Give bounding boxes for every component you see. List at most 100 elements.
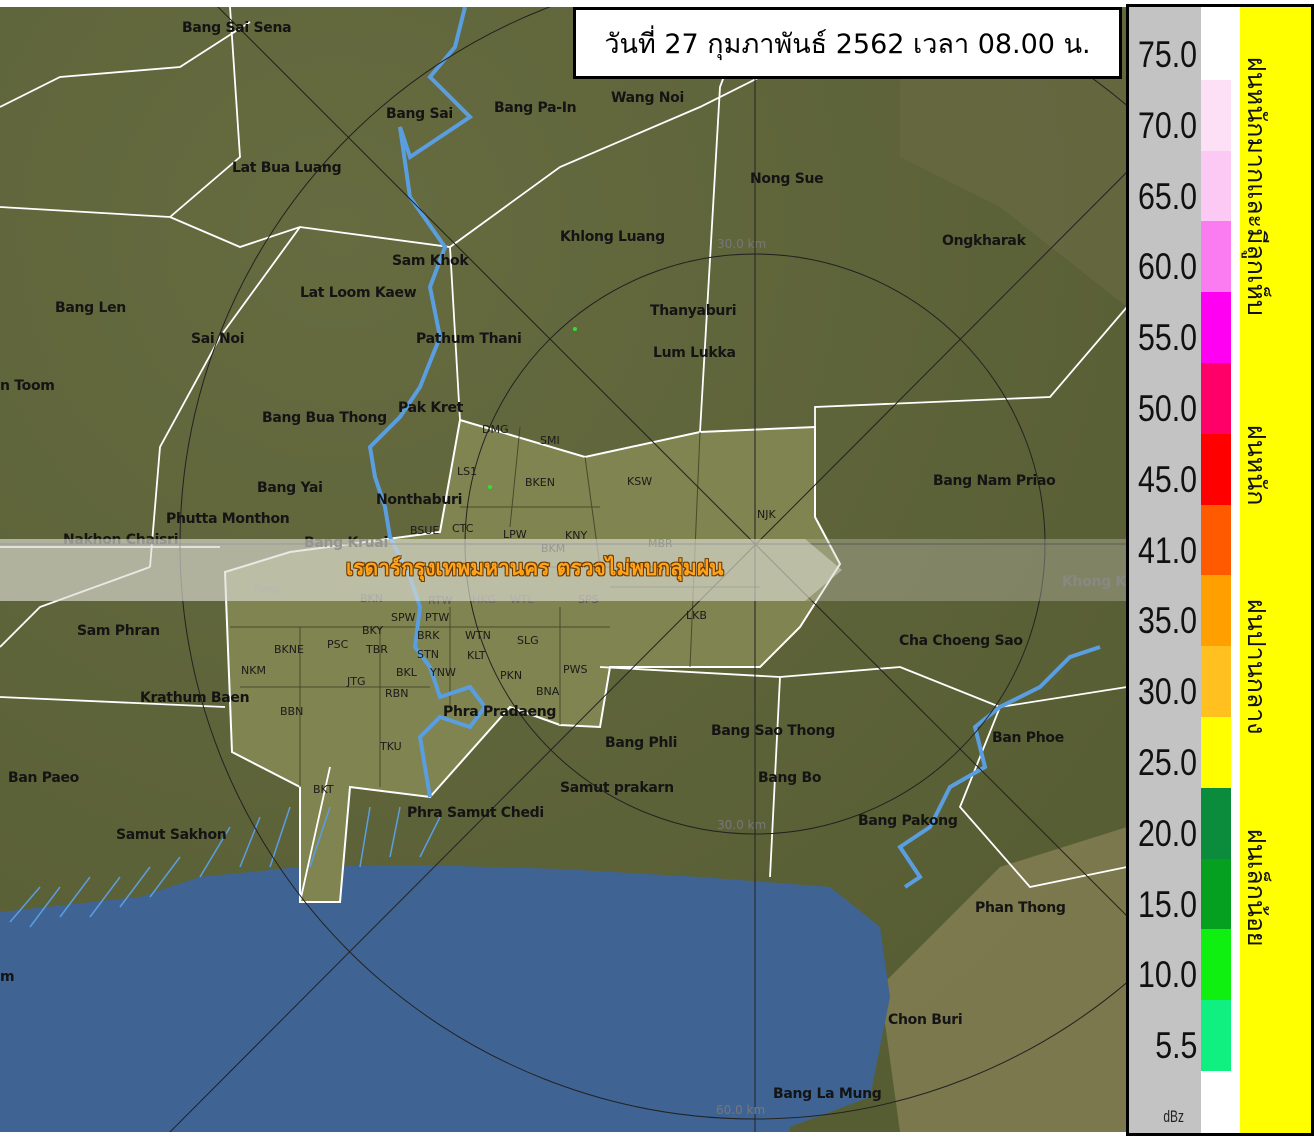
district-code: RTW <box>428 594 453 607</box>
district-code: KSW <box>627 475 653 488</box>
district-code: SPS <box>578 593 599 606</box>
place-label: Lat Bua Luang <box>232 160 342 176</box>
datetime-text: วันที่ 27 กุมภาพันธ์ 2562 เวลา 08.00 น. <box>604 28 1091 60</box>
datetime-header: วันที่ 27 กุมภาพันธ์ 2562 เวลา 08.00 น. <box>573 7 1122 79</box>
legend-color-strip <box>1201 7 1231 1133</box>
place-label: Phra Pradaeng <box>443 704 557 720</box>
district-code: BKL <box>396 666 417 679</box>
place-label: Ban Paeo <box>8 770 80 786</box>
legend-color-10 <box>1201 717 1231 789</box>
place-label: Sai Noi <box>191 331 245 347</box>
legend-color-6 <box>1201 433 1231 506</box>
place-label: Bang Yai <box>257 480 323 496</box>
district-code: MBR <box>648 537 673 550</box>
place-label: Bang Phli <box>605 735 678 751</box>
place-label: Wang Noi <box>611 90 684 106</box>
district-code: KNY <box>565 529 588 542</box>
district-code: HKG <box>472 593 497 606</box>
radar-echo <box>488 485 492 489</box>
place-label: Bang Pa-In <box>494 100 577 116</box>
place-label: Samut prakarn <box>560 780 674 796</box>
place-label: m <box>0 969 15 985</box>
sea <box>0 865 890 1132</box>
legend-values: 75.0 70.0 65.0 60.0 55.0 50.0 45.0 41.0 35.0 30.0… <box>1129 7 1201 1133</box>
legend-color-3 <box>1201 221 1231 293</box>
district-code: DMG <box>482 423 509 436</box>
legend-color-9 <box>1201 646 1231 718</box>
place-label: Bang Bo <box>758 770 822 786</box>
place-label: Bang Sai <box>386 106 453 122</box>
place-label: Khlong Luang <box>560 229 665 245</box>
place-label: n Toom <box>0 378 55 394</box>
place-label: Bang La Mung <box>773 1086 882 1102</box>
district-code: BKT <box>313 783 334 796</box>
place-label: Cha Choeng Sao <box>899 633 1023 649</box>
district-code: TKU <box>380 740 402 753</box>
category-moderate: ฝนปานกลาง <box>1242 599 1271 735</box>
place-label: Nakhon Chaisri <box>63 532 179 548</box>
district-code: BNA <box>536 685 560 698</box>
range-label-60km: 60.0 km <box>716 1103 766 1117</box>
place-label: Nong Sue <box>750 171 824 187</box>
legend-color-7 <box>1201 504 1231 576</box>
district-code: TWW <box>252 584 281 597</box>
category-heavy: ฝนหนัก <box>1242 425 1271 506</box>
district-code: BBN <box>280 705 304 718</box>
district-code: BKY <box>362 624 384 637</box>
place-label: Ban Phoe <box>992 730 1064 746</box>
range-rings <box>0 7 1127 1132</box>
province-borders <box>0 7 1127 903</box>
place-label: Pathum Thani <box>416 331 522 347</box>
district-code: BKN <box>360 592 383 605</box>
legend-value: 20.0 <box>1137 812 1197 854</box>
place-label: Samut Sakhon <box>116 827 227 843</box>
place-label: Khong K <box>1062 574 1127 590</box>
place-label: Sam Phran <box>77 623 160 639</box>
legend-value: 70.0 <box>1137 104 1197 146</box>
district-code: PTW <box>425 611 450 624</box>
district-code: WTN <box>465 629 491 642</box>
place-label: Bang Len <box>55 300 126 316</box>
place-label: Phra Samut Chedi <box>407 805 544 821</box>
place-label: Phutta Monthon <box>166 511 290 527</box>
status-banner-arrow <box>0 539 842 601</box>
district-code: LPW <box>503 528 527 541</box>
legend-unit: dBz <box>1163 1107 1184 1126</box>
legend-color-5 <box>1201 363 1231 435</box>
legend-value: 65.0 <box>1137 175 1197 217</box>
district-code: STN <box>417 648 439 661</box>
district-code: KLT <box>467 649 486 662</box>
hills-southeast <box>880 827 1127 1132</box>
legend-color-1 <box>1201 79 1231 152</box>
legend-value: 45.0 <box>1137 458 1197 500</box>
district-code: JTG <box>347 675 366 688</box>
district-code: BRK <box>417 629 440 642</box>
district-code: YNW <box>430 666 456 679</box>
place-label: Nonthaburi <box>376 492 463 508</box>
district-code: PSC <box>327 638 349 651</box>
legend-value: 50.0 <box>1137 388 1197 429</box>
legend-color-8 <box>1201 575 1231 647</box>
range-label-30km-south: 30.0 km <box>717 818 767 832</box>
legend-categories: ฝนหนักมากและมีลูกเห็บ ฝนหนัก ฝนปานกลาง ฝ… <box>1240 7 1311 1133</box>
category-light: ฝนเล็กน้อย <box>1242 829 1271 947</box>
district-code: NJK <box>757 508 776 521</box>
district-code: LKB <box>686 609 707 622</box>
district-lines <box>230 426 760 787</box>
legend-value: 35.0 <box>1137 600 1197 642</box>
range-label-30km-north: 30.0 km <box>717 237 767 251</box>
legend-value: 41.0 <box>1137 529 1197 571</box>
district-code: PKN <box>500 669 523 682</box>
legend-value: 10.0 <box>1137 954 1197 996</box>
legend-value: 30.0 <box>1137 671 1197 713</box>
place-label: Bang Pakong <box>858 813 958 829</box>
district-code: SLG <box>517 634 539 647</box>
district-code: BKM <box>541 542 566 555</box>
legend-value: 60.0 <box>1137 246 1197 288</box>
legend-color-11 <box>1201 787 1231 860</box>
district-code: BKNE <box>274 643 304 656</box>
legend-value: 55.0 <box>1137 317 1197 359</box>
legend-color-2 <box>1201 150 1231 222</box>
place-label: Pak Kret <box>398 400 464 416</box>
